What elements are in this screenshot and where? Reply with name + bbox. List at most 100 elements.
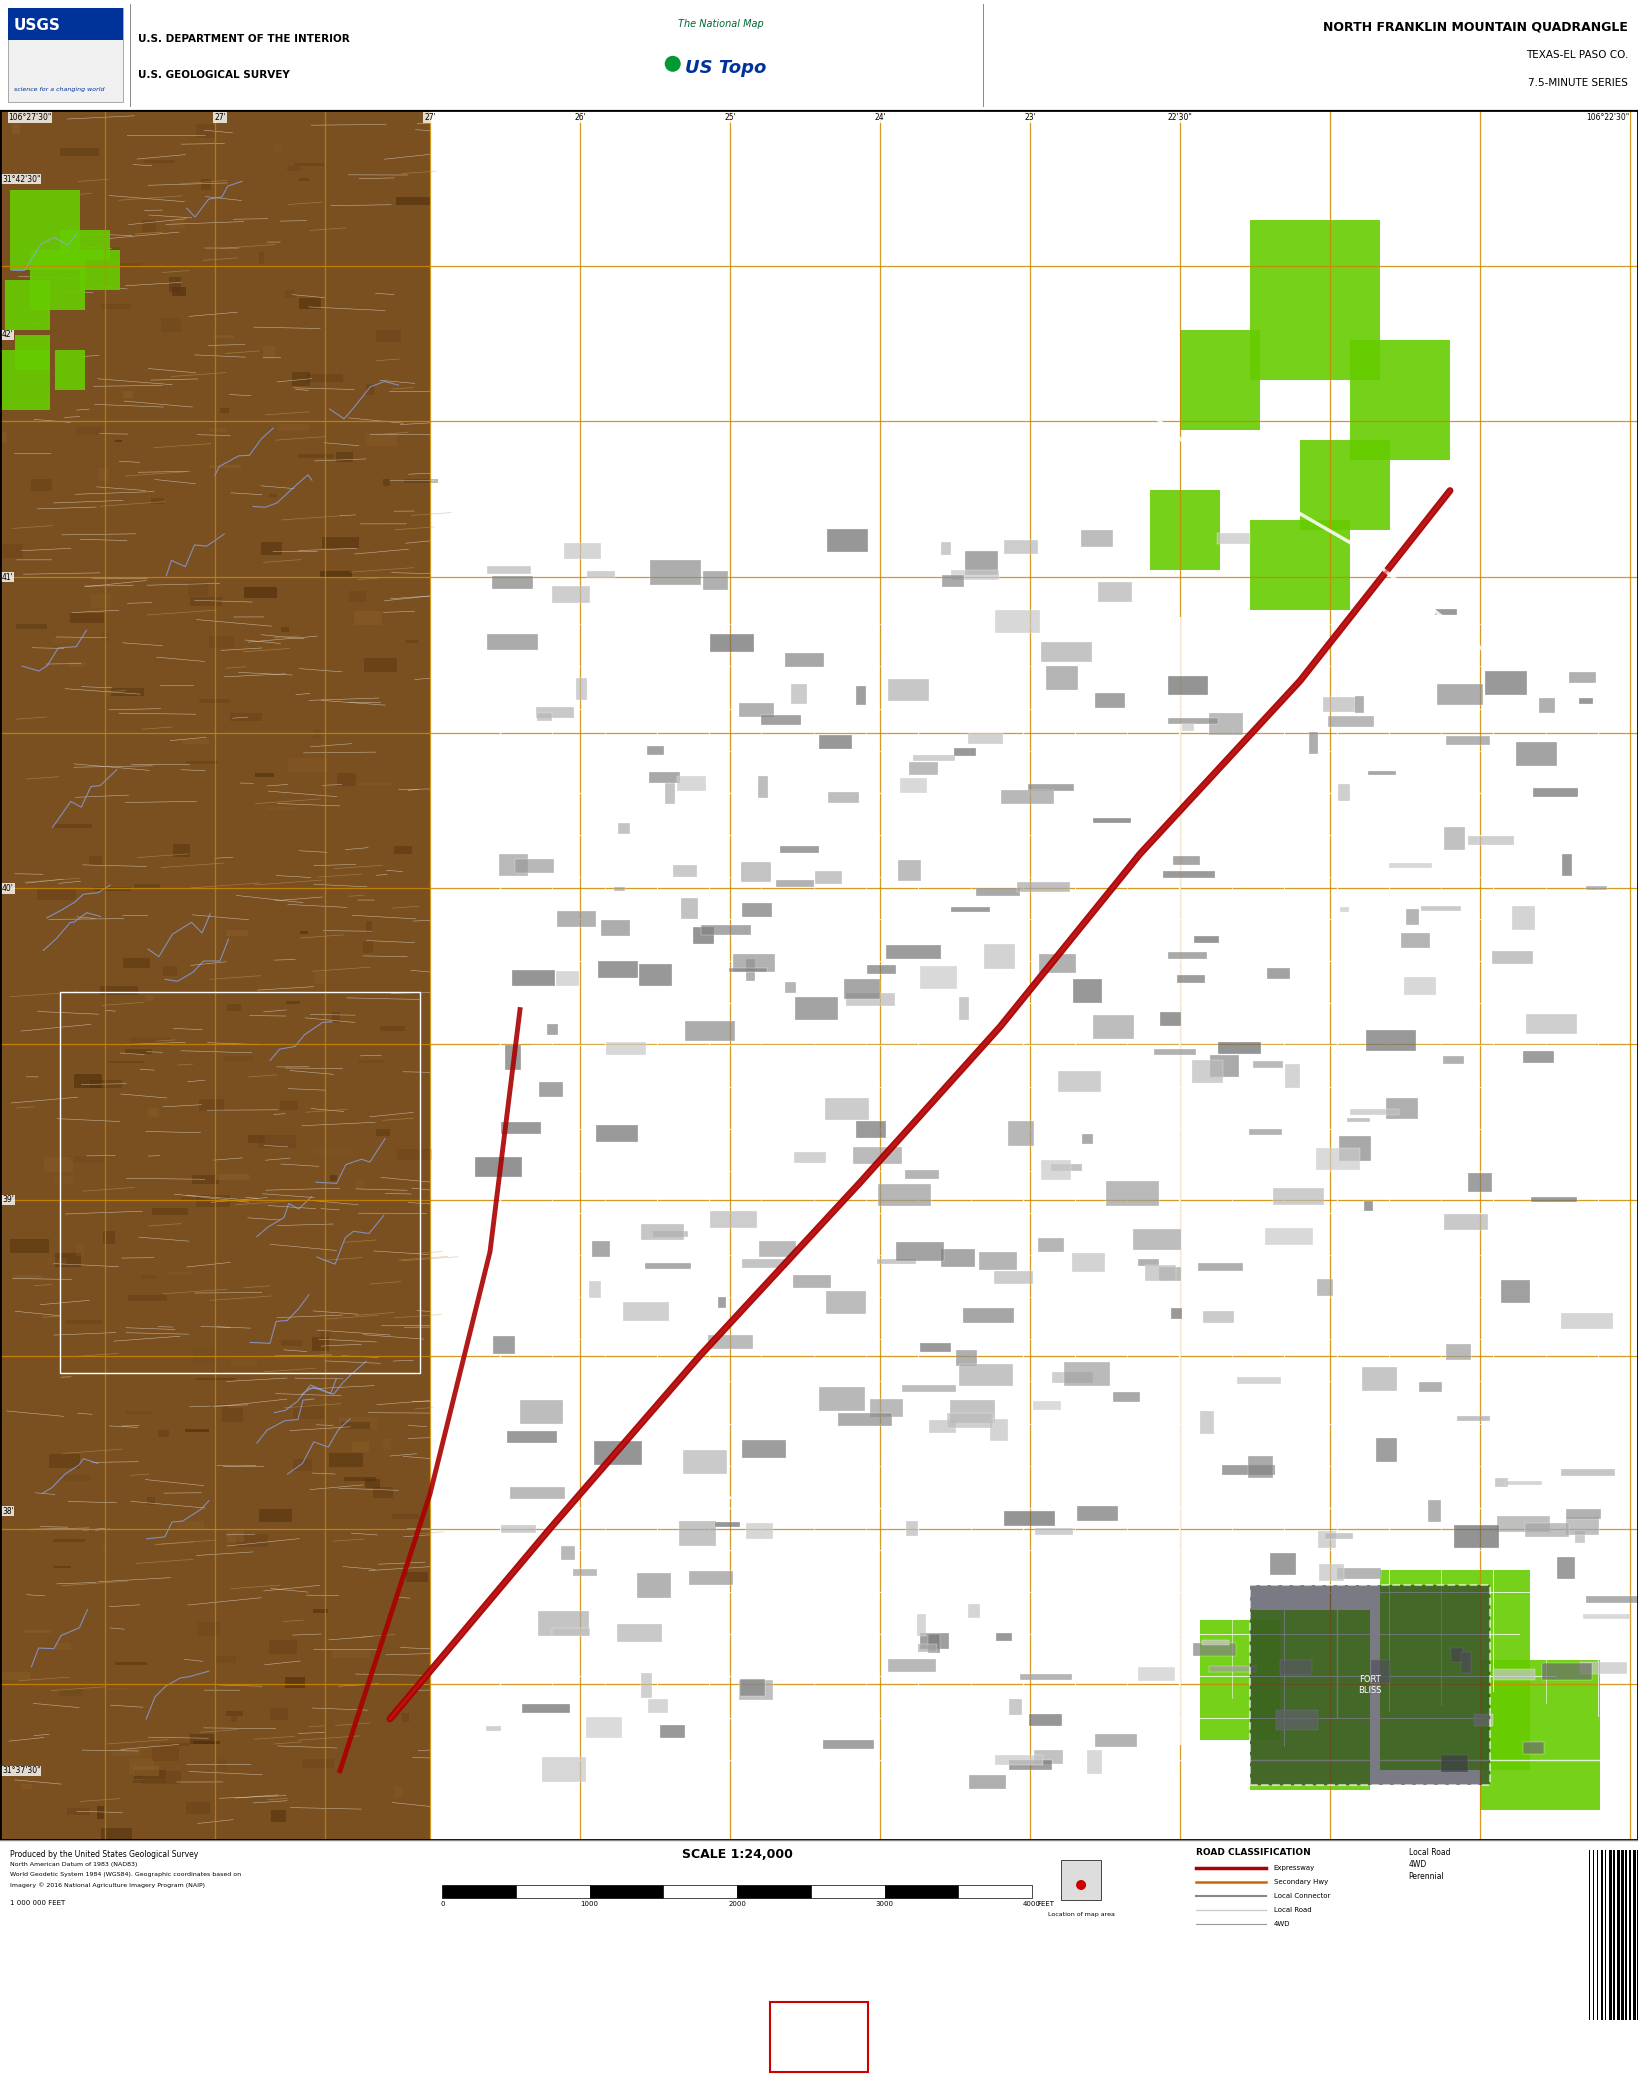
Bar <box>210 637 234 647</box>
Bar <box>940 541 952 555</box>
Bar <box>172 286 187 296</box>
Bar <box>639 965 672 986</box>
Bar <box>182 739 210 743</box>
Bar <box>401 1712 410 1723</box>
Bar <box>1492 950 1533 965</box>
Bar <box>1173 856 1201 864</box>
Bar <box>216 1656 236 1664</box>
Bar <box>292 372 310 386</box>
Bar <box>405 480 437 482</box>
Text: ROAD CLASSIFICATION: ROAD CLASSIFICATION <box>1196 1848 1310 1856</box>
Text: 1 000 000 FEET: 1 000 000 FEET <box>10 1900 66 1906</box>
Bar <box>10 1238 49 1253</box>
Text: U.S. DEPARTMENT OF THE INTERIOR: U.S. DEPARTMENT OF THE INTERIOR <box>138 33 351 44</box>
Bar <box>231 1712 238 1723</box>
Bar <box>300 299 321 309</box>
Bar <box>21 1783 31 1789</box>
Bar <box>1468 837 1514 846</box>
Bar <box>102 305 131 309</box>
Bar <box>1194 935 1219 944</box>
Text: Secondary Hwy: Secondary Hwy <box>1274 1879 1328 1885</box>
Bar <box>1133 1230 1181 1251</box>
Bar <box>717 1297 726 1309</box>
Bar <box>337 773 357 785</box>
Bar <box>336 453 354 461</box>
Bar <box>1160 1267 1181 1280</box>
Bar <box>586 1716 621 1737</box>
Bar <box>857 1121 886 1138</box>
Bar <box>313 1336 329 1351</box>
Bar <box>1150 491 1220 570</box>
Bar <box>952 906 989 912</box>
Bar <box>1114 1393 1140 1401</box>
Bar <box>742 904 773 917</box>
Bar <box>1446 735 1491 745</box>
Bar <box>49 1453 80 1468</box>
Bar <box>853 1146 903 1165</box>
Bar <box>16 624 48 628</box>
Bar <box>1566 1510 1600 1520</box>
Bar <box>1422 906 1461 910</box>
Bar <box>1315 1148 1360 1169</box>
Bar <box>300 177 310 182</box>
Bar <box>1083 1134 1093 1144</box>
Bar <box>475 1157 523 1178</box>
Bar <box>274 144 283 152</box>
Text: EL PASO: EL PASO <box>708 1485 791 1503</box>
Text: science for a changing world: science for a changing world <box>15 88 105 92</box>
Bar <box>516 1885 590 1898</box>
Bar <box>277 424 310 432</box>
Bar <box>133 1779 165 1783</box>
Bar <box>1494 1668 1535 1681</box>
Bar <box>1171 1307 1181 1320</box>
Bar <box>906 1522 917 1537</box>
Bar <box>519 1401 563 1424</box>
Bar <box>1038 954 1076 973</box>
Bar <box>560 1547 575 1560</box>
Bar <box>147 1109 159 1117</box>
Bar <box>185 762 218 764</box>
Text: 3000: 3000 <box>876 1900 893 1906</box>
Bar <box>690 1570 732 1585</box>
Text: TEXAS-EL PASO CO.: TEXAS-EL PASO CO. <box>1525 50 1628 61</box>
Text: 24': 24' <box>875 113 886 121</box>
Text: North American Datum of 1983 (NAD83): North American Datum of 1983 (NAD83) <box>10 1862 138 1867</box>
Text: FEET: FEET <box>1037 1900 1053 1906</box>
Bar <box>391 1514 419 1518</box>
Bar <box>61 992 419 1374</box>
Bar <box>1192 1643 1237 1656</box>
Bar <box>1058 1071 1101 1092</box>
Bar <box>90 1079 123 1088</box>
Bar <box>1319 1531 1337 1547</box>
Text: 22'30": 22'30" <box>1168 113 1192 121</box>
Bar <box>885 1885 958 1898</box>
Bar <box>108 1687 128 1689</box>
Bar <box>819 735 852 748</box>
Bar <box>780 846 819 852</box>
Bar <box>758 1240 796 1257</box>
Bar <box>1202 1311 1235 1324</box>
Bar <box>1197 1263 1243 1272</box>
Bar <box>224 1057 254 1061</box>
Bar <box>1253 1061 1284 1067</box>
Bar <box>624 1303 668 1322</box>
Bar <box>596 1125 639 1142</box>
Bar <box>1007 1121 1034 1146</box>
Bar <box>523 1704 570 1712</box>
Bar <box>66 1320 102 1324</box>
Bar <box>124 1048 152 1054</box>
Bar <box>1622 1850 1623 2019</box>
Bar <box>963 1307 1014 1324</box>
Bar <box>231 1359 257 1366</box>
Bar <box>994 1272 1034 1284</box>
Bar <box>1376 1439 1397 1462</box>
Bar <box>708 1336 753 1349</box>
Bar <box>285 1677 305 1689</box>
Bar <box>1001 789 1055 804</box>
Text: 27': 27' <box>215 113 226 121</box>
Bar <box>501 1524 537 1533</box>
Bar <box>1566 1516 1599 1535</box>
Bar <box>56 1253 80 1267</box>
Bar <box>13 1276 41 1280</box>
Text: 7.5-MINUTE SERIES: 7.5-MINUTE SERIES <box>1528 77 1628 88</box>
